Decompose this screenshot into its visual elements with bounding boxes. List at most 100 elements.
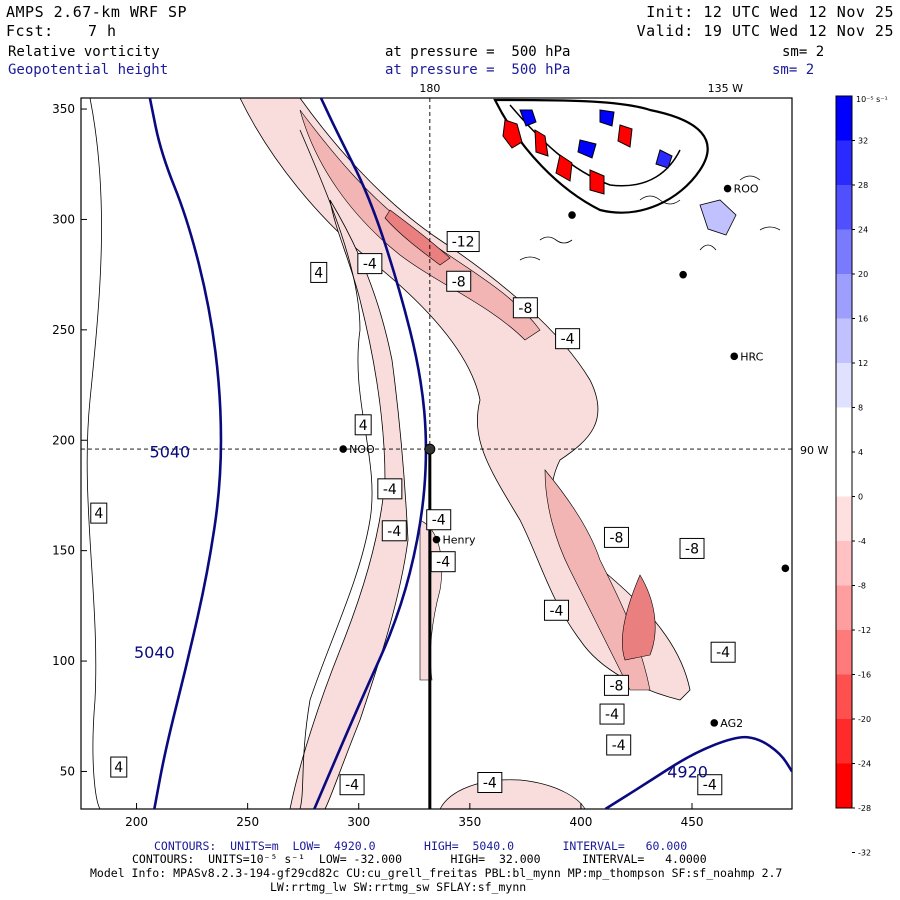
vort-label-box-15 bbox=[543, 599, 569, 621]
station-marker-2 bbox=[339, 445, 347, 453]
cross-section: 180 135 W 90 W bbox=[81, 82, 828, 809]
plot-area: 180 135 W 90 W ROO HRC NOO Henry AG2 -12 -8 -8 -4… bbox=[52, 82, 888, 858]
vort-label-19: -4 bbox=[612, 738, 626, 754]
red-vorticity-blob-3 bbox=[555, 154, 573, 182]
colorbar-segment-14 bbox=[836, 719, 852, 764]
neg-vorticity-core-north bbox=[384, 209, 451, 266]
vort-label-box-4 bbox=[357, 253, 383, 275]
colorbar-label-2: 24 bbox=[858, 226, 868, 235]
colorbar-segment-2 bbox=[836, 185, 852, 230]
vort-label-12: -4 bbox=[436, 555, 450, 571]
station-marker-6 bbox=[568, 211, 576, 219]
vort-label-20: -4 bbox=[483, 776, 497, 792]
colorbar-segment-8 bbox=[836, 452, 852, 497]
axes: 200 250 300 350 400 450 50 100 150 200 250 300 350 bbox=[52, 102, 703, 829]
height-label-0: 5040 bbox=[150, 442, 191, 461]
light-blue-patch bbox=[699, 199, 737, 236]
footer-physics: LW:rrtmg_lw SW:rrtmg_sw SFLAY:sf_mynn bbox=[270, 880, 527, 894]
footer-model-info: Model Info: MPASv8.2.3-194-gf29cd82c CU:… bbox=[90, 866, 783, 880]
station-label-ag2: AG2 bbox=[720, 717, 743, 730]
section-start-marker bbox=[424, 443, 436, 455]
footer-vort-contours: CONTOURS: UNITS=10⁻⁵ s⁻¹ LOW= -32.000 HI… bbox=[132, 852, 707, 866]
height-contour-5040-0 bbox=[148, 98, 223, 809]
vort-label-10: -4 bbox=[387, 524, 401, 540]
colorbar-segment-0 bbox=[836, 96, 852, 141]
x-tick-label-5: 450 bbox=[681, 815, 704, 829]
vort-label-box-7 bbox=[90, 502, 108, 524]
model-title: AMPS 2.67-km WRF SP bbox=[6, 3, 188, 21]
colorbar-segment-7 bbox=[836, 407, 852, 452]
small-contour-squiggles bbox=[519, 175, 781, 261]
meridian-label-2: 90 W bbox=[800, 444, 828, 457]
colorbar-label-9: -4 bbox=[858, 537, 866, 546]
cyclone-cluster-outline bbox=[493, 98, 709, 214]
vort-label-box-1 bbox=[446, 270, 472, 292]
colorbar-segment-6 bbox=[836, 363, 852, 408]
vort-label-9: -4 bbox=[383, 482, 397, 498]
vorticity-labels: -12 -8 -8 -4 -4 4 4 4 4 -4 -4 -4 -4 -8 -8 -4 -4 -8 -4 -4 -4 -… bbox=[90, 231, 736, 796]
forecast-label: Fcst: bbox=[6, 22, 54, 40]
blue-vorticity-blob-1 bbox=[519, 109, 537, 127]
vort-label-box-12 bbox=[430, 551, 456, 573]
field1-name: Relative vorticity bbox=[8, 44, 160, 60]
station-marker-4 bbox=[710, 719, 719, 727]
colorbar-segment-4 bbox=[836, 274, 852, 319]
x-tick-label-0: 200 bbox=[125, 815, 148, 829]
colorbar-unit-label: 10⁻⁵ s⁻¹ bbox=[856, 95, 888, 104]
vort-label-box-2 bbox=[512, 297, 538, 319]
colorbar-label-10: -8 bbox=[858, 582, 866, 591]
height-contour-4920-2 bbox=[604, 735, 792, 809]
vort-label-18: -4 bbox=[605, 707, 619, 723]
x-tick-label-2: 300 bbox=[347, 815, 370, 829]
field2-smoothing: sm= 2 bbox=[772, 62, 815, 78]
vort-label-box-22 bbox=[697, 774, 723, 796]
station-marker-1 bbox=[730, 352, 739, 361]
vort-label-6: 4 bbox=[359, 418, 368, 434]
vort-label-14: -8 bbox=[685, 541, 699, 557]
colorbar-label-6: 8 bbox=[858, 404, 863, 413]
colorbar-segment-12 bbox=[836, 630, 852, 675]
height-label-2: 4920 bbox=[667, 762, 708, 781]
vort-label-box-9 bbox=[377, 478, 403, 500]
vort-label-8: 4 bbox=[114, 760, 123, 776]
neg-vorticity-band-mid bbox=[299, 109, 541, 341]
vort-label-16: -4 bbox=[716, 645, 730, 661]
vort-label-box-20 bbox=[477, 772, 503, 794]
height-label-1: 5040 bbox=[134, 643, 175, 662]
meridian-label-0: 180 bbox=[419, 82, 440, 95]
blue-vorticity-blob-3 bbox=[599, 109, 615, 127]
x-tick-label-3: 350 bbox=[458, 815, 481, 829]
colorbar-label-1: 28 bbox=[858, 181, 868, 190]
colorbar-segment-9 bbox=[836, 496, 852, 541]
blue-vorticity-blob-2 bbox=[577, 139, 597, 159]
colorbar-label-12: -16 bbox=[858, 671, 871, 680]
red-vorticity-blob-2 bbox=[534, 129, 549, 157]
vort-label-1: -8 bbox=[452, 274, 466, 290]
y-tick-label-4: 250 bbox=[52, 323, 75, 337]
height-labels: 5040 5040 4920 bbox=[134, 442, 708, 781]
x-tick-label-1: 250 bbox=[236, 815, 259, 829]
meridian-label-1: 135 W bbox=[708, 82, 743, 95]
station-label-noo: NOO bbox=[349, 443, 375, 456]
colorbar-segment-10 bbox=[836, 541, 852, 586]
colorbar-label-4: 16 bbox=[858, 315, 868, 324]
colorbar-label-7: 4 bbox=[858, 448, 863, 457]
vort-label-box-14 bbox=[679, 537, 705, 559]
vort-label-box-0 bbox=[446, 231, 480, 253]
colorbar-segment-3 bbox=[836, 229, 852, 274]
vort-label-box-10 bbox=[381, 520, 407, 542]
vort-label-22: -4 bbox=[703, 778, 717, 794]
neg-vorticity-bottom-patch bbox=[439, 779, 586, 809]
colorbar-label-13: -20 bbox=[858, 715, 871, 724]
colorbar-label-11: -12 bbox=[858, 626, 871, 635]
vort-label-15: -4 bbox=[549, 603, 563, 619]
vort-label-11: -4 bbox=[432, 513, 446, 529]
valid-time: Valid: 19 UTC Wed 12 Nov 25 bbox=[636, 22, 894, 40]
vort-label-box-17 bbox=[603, 674, 629, 696]
vort-label-box-3 bbox=[555, 328, 581, 350]
vort-label-box-18 bbox=[599, 703, 625, 725]
vort-label-box-21 bbox=[339, 774, 365, 796]
vort-label-box-11 bbox=[426, 509, 452, 531]
colorbar-segment-1 bbox=[836, 140, 852, 185]
station-label-hrc: HRC bbox=[740, 350, 763, 363]
